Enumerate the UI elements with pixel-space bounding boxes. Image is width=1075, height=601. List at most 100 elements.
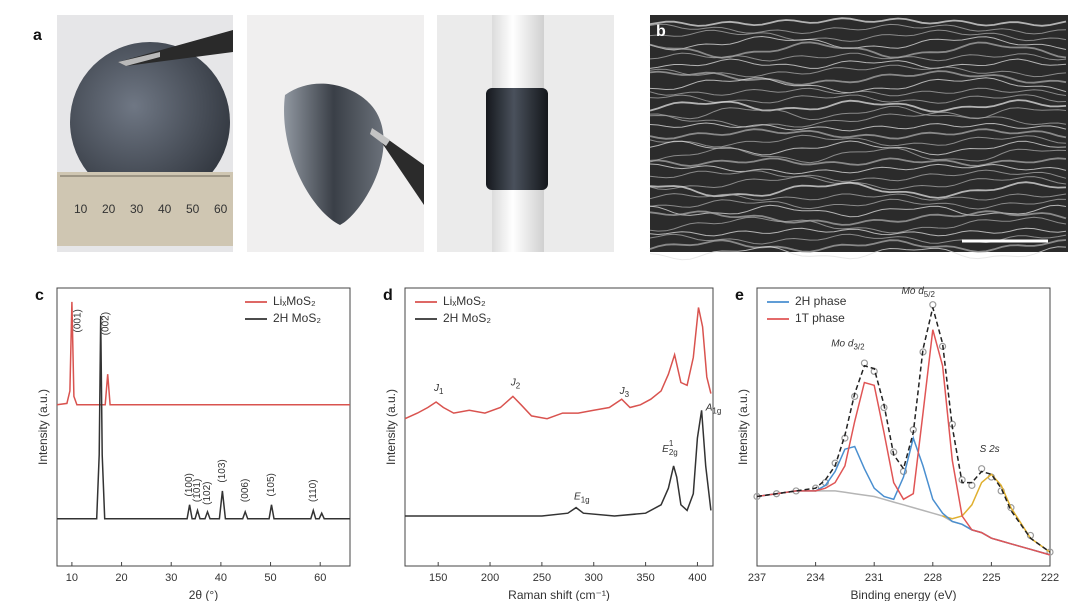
x-tick-label: 150 [429, 572, 447, 584]
panel-label: a [33, 27, 42, 44]
annotation-text: Mo d [902, 285, 925, 296]
x-tick-label: 231 [865, 572, 883, 584]
x-tick-label: 222 [1041, 572, 1059, 584]
x-tick-label: 30 [165, 572, 177, 584]
sem-texture [649, 111, 1067, 128]
ruler-label: 40 [158, 202, 172, 216]
sem-texture [649, 239, 1067, 253]
annotation-sup: 1 [669, 439, 674, 448]
y-axis-title: Intensity (a.u.) [36, 389, 50, 465]
sem-texture [649, 64, 1067, 78]
panel-label: c [35, 287, 44, 304]
annotation-sub: 3/2 [853, 343, 865, 352]
sem-texture [649, 52, 1067, 62]
data-point [1046, 548, 1054, 556]
annotation: J1 [433, 383, 444, 396]
annotation: Mo d5/2 [902, 285, 936, 298]
peak-label: (001) [72, 309, 83, 332]
annotation-sub: 1 [439, 387, 444, 396]
sem-texture [649, 216, 1067, 234]
peak-label: (100) [184, 473, 195, 496]
y-axis-title: Intensity (a.u.) [736, 389, 750, 465]
annotation-text: A [705, 402, 713, 413]
x-tick-label: 400 [688, 572, 706, 584]
photo-bent-wafer [247, 15, 424, 252]
annotation: J2 [510, 377, 521, 390]
panel-label: e [735, 287, 744, 304]
annotation-text: S 2s [980, 444, 1000, 455]
x-tick-label: 200 [481, 572, 499, 584]
x-tick-label: 225 [982, 572, 1000, 584]
annotation-sub: 1g [712, 407, 721, 416]
peak-label: (101) [192, 479, 203, 502]
sem-texture [649, 99, 1067, 113]
peak-label: (102) [202, 481, 213, 504]
sem-image [649, 15, 1068, 261]
x-tick-label: 228 [924, 572, 942, 584]
photo-rod [437, 15, 614, 252]
sem-texture [649, 134, 1067, 148]
series-line [405, 410, 712, 517]
ruler-label: 60 [214, 202, 228, 216]
annotation-text: J [619, 386, 626, 397]
series-line [756, 307, 1051, 553]
sem-texture [649, 175, 1067, 191]
sem-texture [649, 163, 1067, 175]
annotation: J3 [619, 386, 630, 399]
annotation-sub: 5/2 [924, 290, 936, 299]
legend-label: 2H MoS₂ [443, 311, 491, 325]
x-tick-label: 250 [533, 572, 551, 584]
sem-texture [649, 169, 1067, 183]
peak-label: (002) [100, 312, 111, 335]
panel-label: d [383, 287, 393, 304]
sem-texture [649, 58, 1067, 69]
series-line [404, 307, 712, 420]
x-tick-label: 300 [585, 572, 603, 584]
peak-label: (105) [266, 473, 277, 496]
annotation-text: J [510, 377, 517, 388]
sem-texture [649, 227, 1067, 237]
annotation-text: Mo d [831, 338, 854, 349]
panel-label: b [656, 23, 666, 40]
legend-label: 2H MoS₂ [273, 311, 321, 325]
data-point [1007, 504, 1015, 512]
plot-frame [756, 287, 1051, 567]
sem-texture [649, 23, 1067, 35]
annotation: E1 2g [662, 439, 678, 457]
peak-label: (006) [240, 479, 251, 502]
annotation: Mo d3/2 [831, 338, 865, 351]
sem-texture [649, 246, 1067, 261]
annotation-text: E [574, 491, 581, 502]
annotation: A1g [705, 402, 722, 415]
annotation-text: E [662, 444, 669, 455]
ruler-label: 30 [130, 202, 144, 216]
peak-label: (103) [217, 459, 228, 482]
series-line [756, 329, 1051, 556]
sem-texture [649, 70, 1067, 86]
sem-texture [649, 198, 1067, 210]
photo-wafer: 10 20 30 40 50 60 [57, 15, 233, 252]
ruler-label: 10 [74, 202, 88, 216]
sem-texture [649, 204, 1067, 218]
legend-label: 1T phase [795, 311, 845, 325]
sem-texture [649, 157, 1067, 167]
series-line [942, 473, 1051, 553]
ruler-label: 20 [102, 202, 116, 216]
sem-texture [649, 105, 1067, 121]
series-line [56, 301, 350, 406]
series-line [57, 315, 350, 520]
annotation-sub: 3 [625, 390, 630, 399]
legend-label: LiₓMoS₂ [273, 294, 316, 308]
sem-texture [649, 87, 1067, 97]
x-tick-label: 10 [66, 572, 78, 584]
x-tick-label: 20 [115, 572, 127, 584]
x-tick-label: 237 [748, 572, 766, 584]
plot-frame [404, 287, 714, 567]
x-tick-label: 40 [215, 572, 227, 584]
annotation-sub: 2 [516, 382, 521, 391]
data-point [929, 301, 937, 309]
y-axis-title: Intensity (a.u.) [384, 389, 398, 465]
annotation-sub: 1g [581, 496, 590, 505]
sem-texture [649, 146, 1067, 164]
